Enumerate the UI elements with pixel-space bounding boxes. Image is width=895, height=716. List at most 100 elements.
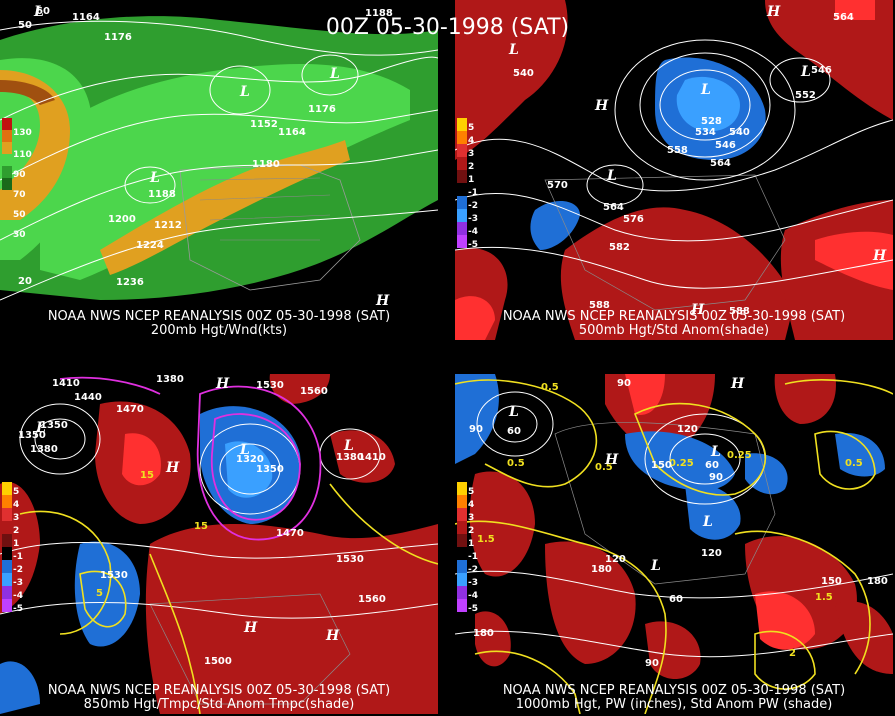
map-1000mb: [455, 374, 893, 714]
legend-tick: 90: [13, 170, 26, 180]
legend-tick: 5: [468, 123, 475, 133]
low-pressure-symbol: L: [509, 404, 519, 420]
legend-tick: -1: [468, 552, 478, 562]
contour-label: 1164: [278, 127, 306, 138]
legend-tick: 3: [13, 513, 20, 523]
contour-label: 582: [609, 242, 630, 253]
contour-label: 1200: [108, 214, 136, 225]
contour-label: 15: [140, 470, 154, 481]
legend-tick: 3: [468, 149, 475, 159]
contour-label: 1176: [308, 104, 336, 115]
contour-label: 1470: [116, 404, 144, 415]
legend-tick: -3: [468, 214, 478, 224]
high-pressure-symbol: H: [244, 620, 258, 636]
contour-label: 1530: [100, 570, 128, 581]
high-pressure-symbol: H: [376, 293, 390, 309]
panel-1000mb: 5 4 3 2 1 -1 -2 -3 -4 -5 60 90 90 120 0.…: [455, 374, 893, 714]
low-pressure-symbol: L: [651, 558, 661, 574]
contour-label: 120: [701, 548, 722, 559]
contour-label: 1320: [236, 454, 264, 465]
contour-label: 564: [833, 12, 854, 23]
contour-label: 90: [709, 472, 723, 483]
contour-label: 546: [715, 140, 736, 151]
contour-label: 1530: [336, 554, 364, 565]
contour-label: 1152: [250, 119, 278, 130]
contour-label: 1.5: [477, 534, 495, 545]
high-pressure-symbol: H: [595, 98, 609, 114]
contour-label: 60: [669, 594, 683, 605]
legend-tick: -3: [13, 578, 23, 588]
legend-tick: 130: [13, 128, 32, 138]
contour-label: 1350: [18, 430, 46, 441]
low-pressure-symbol: L: [711, 444, 721, 460]
contour-label: 1500: [204, 656, 232, 667]
contour-label: 588: [729, 306, 750, 317]
high-pressure-symbol: H: [166, 460, 180, 476]
legend-tick: -1: [13, 552, 23, 562]
panel-subcaption: 850mb Hgt/Tmpc/Std Anom Tmpc(shade): [83, 697, 355, 712]
contour-label: 1410: [52, 378, 80, 389]
low-pressure-symbol: L: [240, 442, 250, 458]
panel-caption: NOAA NWS NCEP REANALYSIS 00Z 05-30-1998 …: [47, 683, 391, 698]
legend-tick: 50: [13, 210, 26, 220]
low-pressure-symbol: L: [801, 64, 811, 80]
contour-label: 2: [789, 648, 796, 659]
low-pressure-symbol: L: [150, 170, 160, 186]
high-pressure-symbol: H: [216, 376, 230, 392]
contour-label: 20: [18, 276, 32, 287]
low-pressure-symbol: L: [703, 514, 713, 530]
legend-tick: -3: [468, 578, 478, 588]
contour-label: 60: [36, 6, 50, 17]
contour-label: 1410: [358, 452, 386, 463]
contour-label: 0.25: [727, 450, 752, 461]
legend-tick: 5: [13, 487, 20, 497]
contour-label: 180: [591, 564, 612, 575]
contour-label: 1380: [336, 452, 364, 463]
legend-std-anom: [457, 118, 467, 248]
panel-subcaption: 500mb Hgt/Std Anom(shade): [578, 323, 770, 338]
high-pressure-symbol: H: [767, 4, 781, 20]
contour-label: 540: [513, 68, 534, 79]
legend-tick: 70: [13, 190, 26, 200]
contour-label: 1440: [74, 392, 102, 403]
legend-tick: 5: [468, 487, 475, 497]
contour-label: 1380: [156, 374, 184, 385]
contour-label: 50: [18, 20, 32, 31]
contour-label: 564: [603, 202, 624, 213]
contour-label: 534: [695, 127, 716, 138]
map-title: 00Z 05-30-1998 (SAT): [325, 15, 570, 40]
legend-tick: 4: [468, 500, 475, 510]
panel-subcaption: 200mb Hgt/Wnd(kts): [150, 323, 288, 338]
legend-tick: 1: [468, 539, 475, 549]
high-pressure-symbol: H: [873, 248, 887, 264]
low-pressure-symbol: L: [509, 42, 519, 58]
contour-label: 120: [605, 554, 626, 565]
low-pressure-symbol: L: [701, 82, 711, 98]
legend-tick: -1: [468, 188, 478, 198]
contour-label: 1560: [358, 594, 386, 605]
legend-tick: 2: [468, 162, 475, 172]
contour-label: 1560: [300, 386, 328, 397]
contour-label: 1224: [136, 240, 164, 251]
contour-label: 546: [811, 65, 832, 76]
contour-label: 1.5: [815, 592, 833, 603]
panel-caption: NOAA NWS NCEP REANALYSIS 00Z 05-30-1998 …: [502, 309, 846, 324]
contour-label: 150: [651, 460, 672, 471]
legend-tick: -5: [468, 240, 478, 250]
legend-tick: 2: [468, 526, 475, 536]
low-pressure-symbol: L: [607, 168, 617, 184]
panel-subcaption: 1000mb Hgt, PW (inches), Std Anom PW (sh…: [515, 697, 833, 712]
legend-tick: -4: [13, 591, 23, 601]
legend-tick: 4: [468, 136, 475, 146]
contour-label: 0.5: [507, 458, 525, 469]
panel-850mb: 5 4 3 2 1 -1 -2 -3 -4 -5 1410 1440 1470 …: [0, 374, 438, 714]
panel-caption: NOAA NWS NCEP REANALYSIS 00Z 05-30-1998 …: [47, 309, 391, 324]
contour-label: 570: [547, 180, 568, 191]
contour-label: 90: [617, 378, 631, 389]
contour-label: 1380: [30, 444, 58, 455]
contour-label: 1470: [276, 528, 304, 539]
legend-tick: 30: [13, 230, 26, 240]
panel-500mb: 5 4 3 2 1 -1 -2 -3 -4 -5 540 528 534 540…: [455, 0, 893, 340]
contour-label: 1236: [116, 277, 144, 288]
contour-label: 0.5: [595, 462, 613, 473]
